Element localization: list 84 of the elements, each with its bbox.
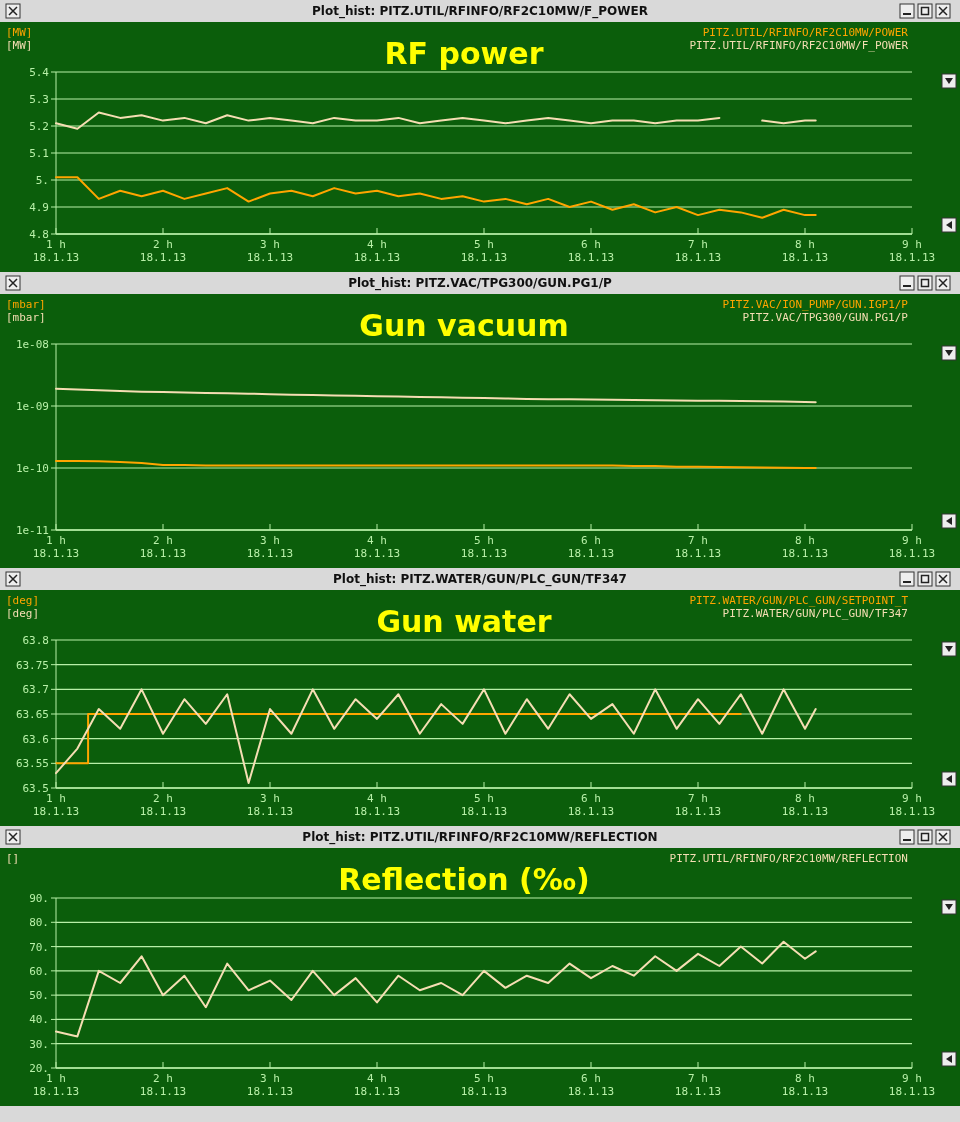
x-tick-label: 7 h 18.1.13 <box>674 792 722 818</box>
x-tick-label: 1 h 18.1.13 <box>32 1072 80 1098</box>
y-tick-label: 63.7 <box>22 683 49 697</box>
chart-title: Plot_hist: PITZ.UTIL/RFINFO/RF2C10MW/F_POWER <box>312 4 648 19</box>
x-tick-label: 8 h 18.1.13 <box>781 792 829 818</box>
x-tick-label: 5 h 18.1.13 <box>460 534 508 560</box>
x-tick-label: 4 h 18.1.13 <box>353 792 401 818</box>
y-tick-label: 4.8 <box>29 228 49 241</box>
x-tick-label: 9 h 18.1.13 <box>888 1072 936 1098</box>
y-tick-label: 30. <box>29 1037 49 1051</box>
text: PITZ.VAC/TPG300/GUN.PG1/P <box>742 311 909 324</box>
x-tick-label: 9 h 18.1.13 <box>888 534 936 560</box>
text: [deg] <box>6 594 40 607</box>
x-tick-label: 9 h 18.1.13 <box>888 238 936 264</box>
y-tick-label: 80. <box>29 916 49 930</box>
chart-title: Plot_hist: PITZ.WATER/GUN/PLC_GUN/TF347 <box>333 572 627 587</box>
y-tick-label: 40. <box>29 1013 49 1027</box>
x-tick-label: 8 h 18.1.13 <box>781 1072 829 1098</box>
x-tick-label: 4 h 18.1.13 <box>353 534 401 560</box>
x-tick-label: 2 h 18.1.13 <box>139 238 187 264</box>
y-tick-label: 63.6 <box>22 732 49 746</box>
x-tick-label: 1 h 18.1.13 <box>32 792 80 818</box>
y-tick-label: 5.3 <box>29 93 49 106</box>
x-tick-label: 8 h 18.1.13 <box>781 238 829 264</box>
y-tick-label: 4.9 <box>29 201 49 214</box>
x-tick-label: 9 h 18.1.13 <box>888 792 936 818</box>
y-tick-label: 63.55 <box>15 757 49 771</box>
chart-subtitle: Gun vacuum <box>359 308 569 343</box>
y-tick-label: 50. <box>29 989 49 1003</box>
x-tick-label: 2 h 18.1.13 <box>139 534 187 560</box>
y-tick-label: 70. <box>29 940 49 954</box>
x-tick-label: 3 h 18.1.13 <box>246 1072 294 1098</box>
y-tick-label: 5.4 <box>29 66 50 79</box>
x-tick-label: 1 h 18.1.13 <box>32 238 80 264</box>
y-tick-label: 5.1 <box>29 147 49 160</box>
y-tick-label: 63.5 <box>22 782 49 795</box>
x-tick-label: 5 h 18.1.13 <box>460 792 508 818</box>
y-axis-title: [MW] <box>6 39 33 52</box>
y-tick-label: 1e-11 <box>15 524 49 537</box>
y-tick-label: 20. <box>29 1062 49 1075</box>
x-tick-label: 3 h 18.1.13 <box>246 238 294 264</box>
x-tick-label: 6 h 18.1.13 <box>567 238 615 264</box>
y-tick-label: 1e-08 <box>15 338 49 351</box>
x-tick-label: 4 h 18.1.13 <box>353 238 401 264</box>
chart-subtitle: RF power <box>384 36 544 71</box>
y-tick-label: 1e-09 <box>15 400 49 413</box>
x-tick-label: 2 h 18.1.13 <box>139 1072 187 1098</box>
x-tick-label: 6 h 18.1.13 <box>567 1072 615 1098</box>
text: PITZ.UTIL/RFINFO/RF2C10MW/F_POWER <box>689 39 909 52</box>
x-tick-label: 3 h 18.1.13 <box>246 534 294 560</box>
x-tick-label: 5 h 18.1.13 <box>460 1072 508 1098</box>
y-tick-label: 63.75 <box>15 658 49 672</box>
y-tick-label: 1e-10 <box>15 462 49 475</box>
text: PITZ.VAC/ION_PUMP/GUN.IGP1/P <box>722 298 909 311</box>
text: PITZ.WATER/GUN/PLC_GUN/SETPOINT_T <box>689 594 909 607</box>
y-tick-label: 63.8 <box>22 634 49 647</box>
x-tick-label: 7 h 18.1.13 <box>674 534 722 560</box>
text: [mbar] <box>6 298 46 311</box>
text: PITZ.UTIL/RFINFO/RF2C10MW/POWER <box>702 26 909 39</box>
chart-subtitle: Reflection (‰) <box>338 862 590 897</box>
x-tick-label: 7 h 18.1.13 <box>674 1072 722 1098</box>
x-tick-label: 2 h 18.1.13 <box>139 792 187 818</box>
x-tick-label: 3 h 18.1.13 <box>246 792 294 818</box>
x-tick-label: 8 h 18.1.13 <box>781 534 829 560</box>
y-tick-label: 63.65 <box>15 708 49 721</box>
y-tick-label: 5.2 <box>29 120 49 133</box>
y-tick-label: 5. <box>35 174 49 187</box>
x-tick-label: 6 h 18.1.13 <box>567 534 615 560</box>
chart-title: Plot_hist: PITZ.UTIL/RFINFO/RF2C10MW/REFLECTION <box>302 830 658 845</box>
y-axis-title: [] <box>6 852 20 865</box>
chart-title: Plot_hist: PITZ.VAC/TPG300/GUN.PG1/P <box>348 276 613 291</box>
x-tick-label: 4 h 18.1.13 <box>353 1072 401 1098</box>
text: PITZ.UTIL/RFINFO/RF2C10MW/REFLECTION <box>669 852 908 865</box>
text: [MW] <box>6 26 33 39</box>
y-tick-label: 90. <box>29 892 49 905</box>
text: PITZ.WATER/GUN/PLC_GUN/TF347 <box>722 607 908 620</box>
x-tick-label: 5 h 18.1.13 <box>460 238 508 264</box>
y-axis-title: [deg] <box>6 607 40 620</box>
x-tick-label: 1 h 18.1.13 <box>32 534 80 560</box>
y-axis-title: [mbar] <box>6 311 46 324</box>
chart-subtitle: Gun water <box>376 604 552 639</box>
y-tick-label: 60. <box>29 964 49 978</box>
x-tick-label: 6 h 18.1.13 <box>567 792 615 818</box>
x-tick-label: 7 h 18.1.13 <box>674 238 722 264</box>
